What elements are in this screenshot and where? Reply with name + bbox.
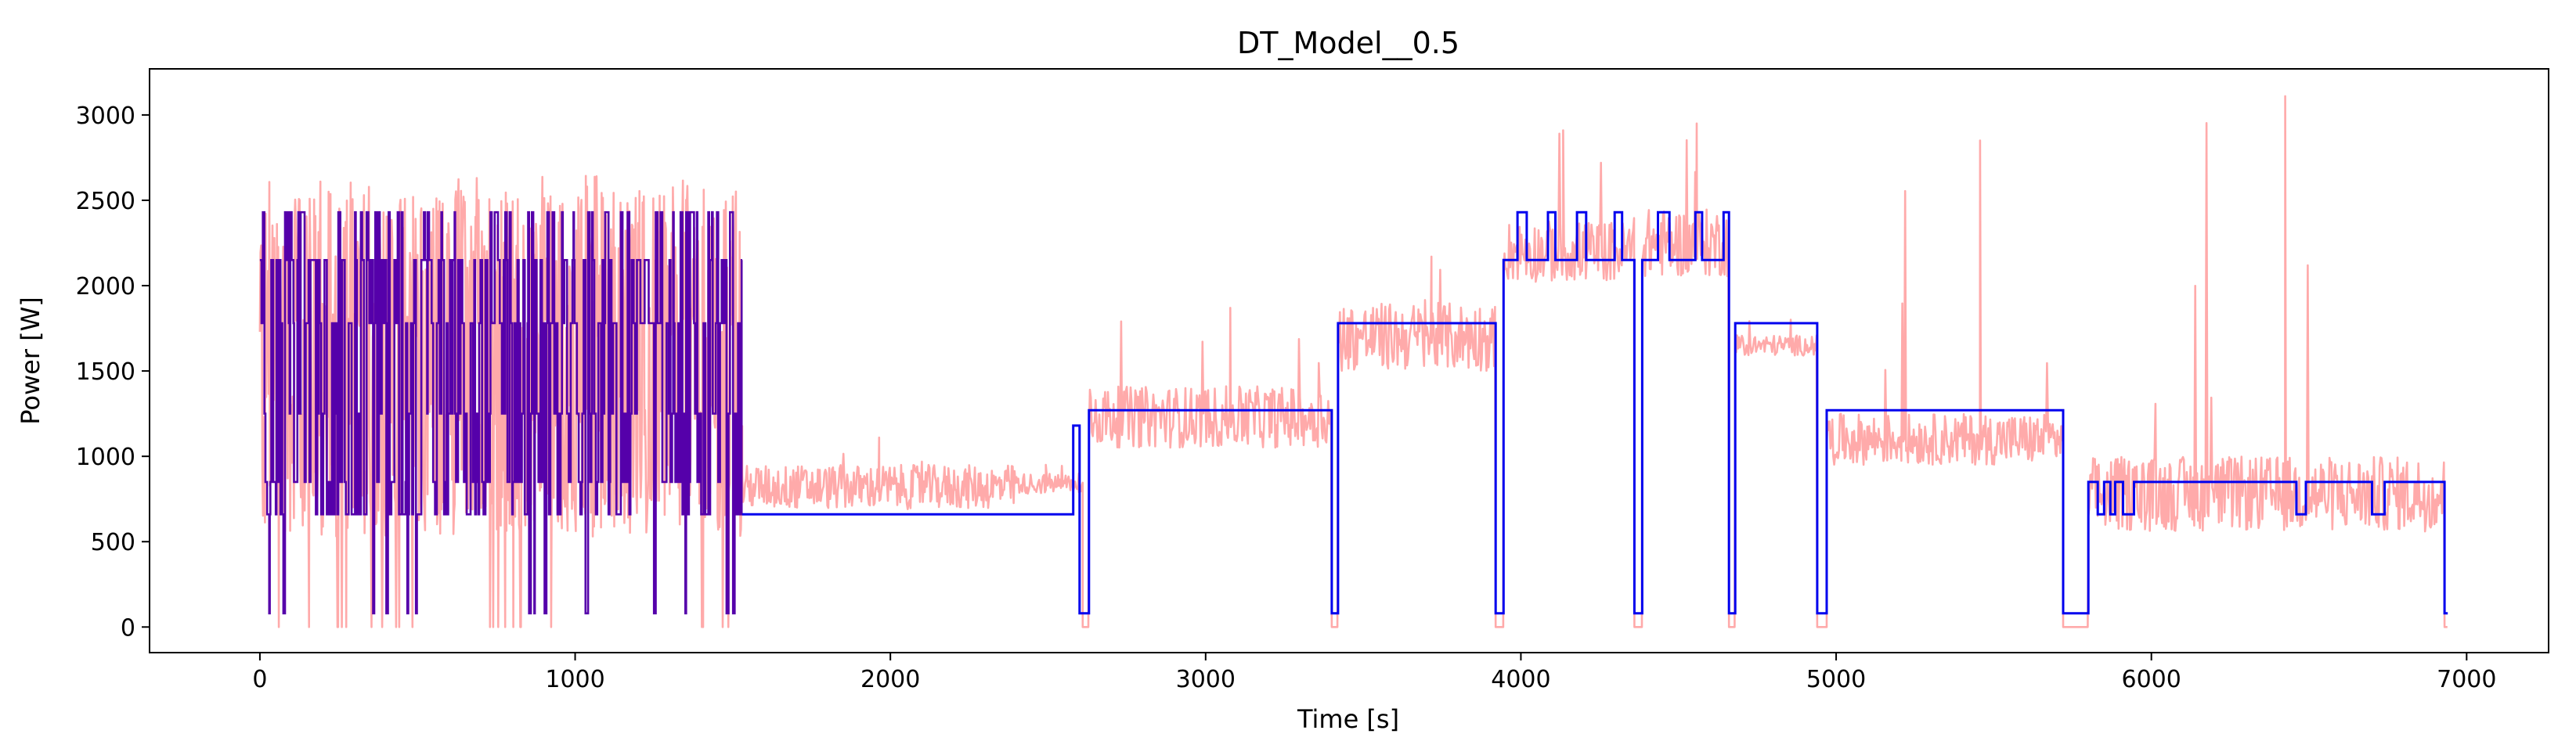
x-tick-label: 5000 <box>1806 666 1866 693</box>
x-tick-label: 0 <box>252 666 267 693</box>
x-tick-label: 4000 <box>1491 666 1550 693</box>
x-tick-label: 7000 <box>2437 666 2496 693</box>
plot-area <box>149 68 2549 653</box>
y-tick-label: 2000 <box>76 273 135 300</box>
series-line-dt-model <box>741 210 2448 615</box>
x-tick-label: 6000 <box>2122 666 2181 693</box>
plot-frame <box>149 68 2549 653</box>
x-tick-label: 3000 <box>1176 666 1236 693</box>
y-tick-label: 0 <box>121 614 135 642</box>
series-layer <box>258 95 2448 628</box>
y-tick-label: 1000 <box>76 444 135 471</box>
y-tick-label: 500 <box>91 529 135 556</box>
y-tick-label: 2500 <box>76 188 135 215</box>
x-tick-label: 1000 <box>545 666 604 693</box>
x-axis-label: Time [s] <box>1297 704 1399 734</box>
x-axis: 0 1000 2000 3000 4000 5000 6000 7000 <box>252 653 2496 693</box>
y-axis-label: Power [W] <box>16 297 45 425</box>
series-line-dt-model-switching <box>259 210 743 615</box>
y-tick-label: 1500 <box>76 358 135 386</box>
chart-title: DT_Model__0.5 <box>1237 26 1459 60</box>
y-axis: 0 500 1000 1500 2000 2500 3000 <box>76 103 150 642</box>
y-tick-label: 3000 <box>76 103 135 130</box>
x-tick-label: 2000 <box>860 666 920 693</box>
